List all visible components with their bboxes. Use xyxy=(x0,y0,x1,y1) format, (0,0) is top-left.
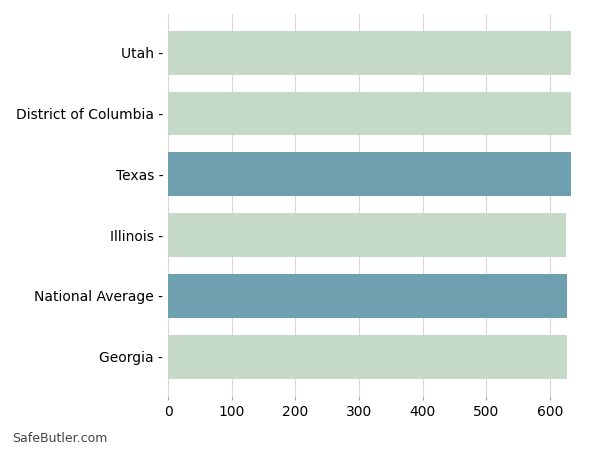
Bar xyxy=(168,213,566,257)
Bar xyxy=(168,335,568,378)
Bar xyxy=(168,92,571,135)
Bar xyxy=(168,31,571,75)
Text: SafeButler.com: SafeButler.com xyxy=(12,432,107,446)
Bar xyxy=(168,153,571,196)
Bar xyxy=(168,274,567,318)
